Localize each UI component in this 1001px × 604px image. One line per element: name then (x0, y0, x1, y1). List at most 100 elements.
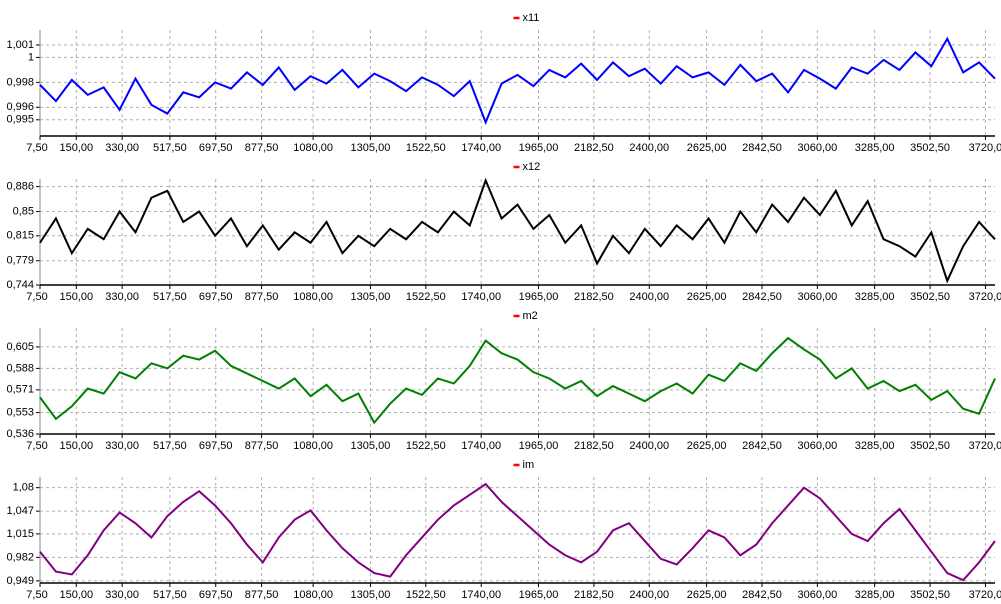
x-tick-label: 1965,00 (519, 589, 559, 601)
x-tick-label: 517,50 (153, 142, 187, 154)
x-tick-label: 2625,00 (687, 142, 727, 154)
x-tick-label: 3720,0 (969, 440, 1001, 452)
legend-label: im (523, 459, 535, 471)
x-tick-label: 2842,50 (742, 291, 782, 303)
x-tick-label: 3502,50 (910, 142, 950, 154)
y-tick-label: 1,047 (6, 505, 34, 517)
x-tick-label: 3060,00 (797, 589, 837, 601)
x-tick-label: 3285,00 (855, 142, 895, 154)
x-tick-label: 1965,00 (519, 142, 559, 154)
x-tick-label: 3060,00 (797, 291, 837, 303)
x-tick-label: 3720,0 (969, 142, 1001, 154)
data-line (39, 482, 996, 582)
x-tick-label: 697,50 (199, 291, 233, 303)
x-tick-label: 2842,50 (742, 440, 782, 452)
x-tick-label: 330,00 (105, 589, 139, 601)
x-tick-label: 1522,50 (406, 440, 446, 452)
x-tick-label: 2842,50 (742, 142, 782, 154)
data-line (39, 336, 996, 425)
legend-label: x11 (523, 12, 540, 24)
x-tick-label: 7,50 (26, 291, 47, 303)
y-tick-label: 1,015 (6, 528, 34, 540)
x-tick-label: 697,50 (199, 142, 233, 154)
x-tick-label: 3060,00 (797, 142, 837, 154)
x-tick-label: 3720,0 (969, 291, 1001, 303)
data-line (39, 36, 996, 125)
x-tick-label: 1522,50 (406, 291, 446, 303)
x-tick-label: 1080,00 (293, 440, 333, 452)
x-tick-label: 1740,00 (461, 589, 501, 601)
x-tick-label: 2625,00 (687, 291, 727, 303)
x-tick-label: 330,00 (105, 291, 139, 303)
y-tick-label: 0,744 (6, 279, 34, 291)
x-tick-label: 3285,00 (855, 291, 895, 303)
y-tick-label: 0,949 (6, 575, 34, 587)
x-tick-label: 2625,00 (687, 589, 727, 601)
x-tick-label: 150,00 (59, 440, 93, 452)
x-tick-label: 2400,00 (629, 589, 669, 601)
y-tick-label: 0,588 (6, 362, 34, 374)
x-tick-label: 2182,50 (574, 291, 614, 303)
x-tick-label: 1080,00 (293, 142, 333, 154)
x-tick-label: 2400,00 (629, 291, 669, 303)
x-tick-label: 1080,00 (293, 291, 333, 303)
x-tick-label: 2400,00 (629, 440, 669, 452)
x-tick-label: 697,50 (199, 440, 233, 452)
x-tick-label: 150,00 (59, 589, 93, 601)
y-tick-label: 0,886 (6, 181, 34, 193)
y-tick-label: 0,982 (6, 551, 34, 563)
x-tick-label: 517,50 (153, 291, 187, 303)
x-tick-label: 1965,00 (519, 440, 559, 452)
x-tick-label: 1965,00 (519, 291, 559, 303)
y-tick-label: 0,85 (13, 205, 34, 217)
x-tick-label: 1080,00 (293, 589, 333, 601)
x-tick-label: 7,50 (26, 589, 47, 601)
x-tick-label: 1522,50 (406, 589, 446, 601)
x-tick-label: 1305,00 (351, 440, 391, 452)
y-tick-label: 0,996 (6, 101, 34, 113)
x-tick-label: 2182,50 (574, 142, 614, 154)
x-tick-label: 1305,00 (351, 142, 391, 154)
x-tick-label: 3502,50 (910, 440, 950, 452)
x-tick-label: 877,50 (245, 589, 279, 601)
x-tick-label: 2182,50 (574, 440, 614, 452)
y-tick-label: 1,08 (13, 482, 34, 494)
x-tick-label: 877,50 (245, 440, 279, 452)
x-tick-label: 1740,00 (461, 142, 501, 154)
data-line (39, 177, 996, 284)
x-tick-label: 1305,00 (351, 291, 391, 303)
y-tick-label: 1,001 (6, 39, 34, 51)
x-tick-label: 2400,00 (629, 142, 669, 154)
x-tick-label: 877,50 (245, 142, 279, 154)
x-tick-label: 3502,50 (910, 291, 950, 303)
x-tick-label: 330,00 (105, 440, 139, 452)
x-tick-label: 697,50 (199, 589, 233, 601)
x-tick-label: 517,50 (153, 589, 187, 601)
y-tick-label: 0,779 (6, 255, 34, 267)
x-tick-label: 150,00 (59, 291, 93, 303)
x-tick-label: 7,50 (26, 440, 47, 452)
y-tick-label: 0,553 (6, 406, 34, 418)
y-tick-label: 0,571 (6, 384, 34, 396)
x-tick-label: 7,50 (26, 142, 47, 154)
x-tick-label: 1522,50 (406, 142, 446, 154)
x-tick-label: 150,00 (59, 142, 93, 154)
x-tick-label: 877,50 (245, 291, 279, 303)
x-tick-label: 3285,00 (855, 589, 895, 601)
x-tick-label: 1740,00 (461, 291, 501, 303)
y-tick-label: 0,815 (6, 230, 34, 242)
x-tick-label: 2842,50 (742, 589, 782, 601)
x-tick-label: 2625,00 (687, 440, 727, 452)
x-tick-label: 3285,00 (855, 440, 895, 452)
x-tick-label: 3720,0 (969, 589, 1001, 601)
y-tick-label: 1 (28, 51, 34, 63)
x-tick-label: 1740,00 (461, 440, 501, 452)
x-tick-label: 1305,00 (351, 589, 391, 601)
y-tick-label: 0,998 (6, 76, 34, 88)
x-tick-label: 3060,00 (797, 440, 837, 452)
legend-label: x12 (523, 161, 541, 173)
y-tick-label: 0,605 (6, 341, 34, 353)
x-tick-label: 2182,50 (574, 589, 614, 601)
